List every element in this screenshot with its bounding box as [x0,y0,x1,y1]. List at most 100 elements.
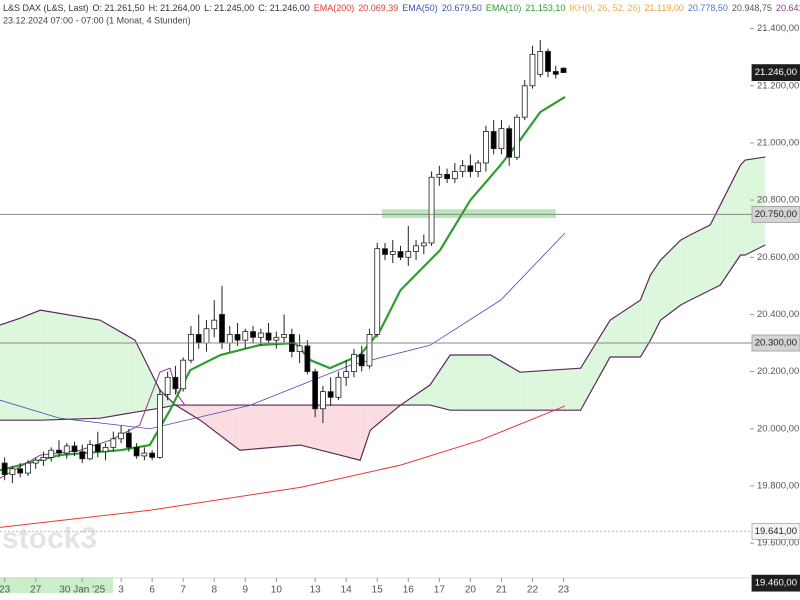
candle-body [552,71,559,75]
cloud-fill [520,368,581,411]
price-label-box [751,205,800,223]
candle-body [490,131,497,150]
candle-body [343,371,350,378]
candle-body [405,251,412,258]
candle-body [444,173,450,180]
y-tick-label: 20.000,00 [757,423,799,434]
cloud-fill [720,164,741,285]
candle-body [560,67,567,74]
cloud-fill [430,355,451,411]
candle-body [351,354,357,373]
candle-body [358,354,365,367]
candle-body [94,444,101,453]
candle-body [374,248,381,335]
candle-body [389,251,396,255]
candle-body [118,432,124,440]
x-tick-label: 6 [149,585,155,596]
candle-body [475,162,482,172]
x-tick-label: 17 [434,585,446,596]
cloud-fill [745,156,766,255]
candle-body [320,391,326,410]
candle-body [172,376,179,390]
cloud-fill [650,260,661,341]
cloud-fill [20,310,41,421]
x-tick-label: 22 [527,585,539,596]
candle-body [498,128,505,150]
x-tick-label: 8 [211,585,217,596]
price-label: 20.750,00 [755,209,797,220]
indicator-line [0,95,566,472]
y-tick-label: 20.800,00 [757,195,799,206]
subtitle: 23.12.2024 07:00 - 07:00 (1 Monat, 4 Stu… [3,15,191,25]
candle-body [428,176,435,244]
price-label: 21.246,00 [755,67,797,78]
header-item: IKH(9, 26, 52, 26) [569,3,640,13]
candle-body [164,376,171,395]
candle-body [211,319,218,330]
cloud-fill [450,355,491,411]
y-tick-label: 19.800,00 [757,480,799,491]
y-tick-label: 20.400,00 [757,309,799,320]
cloud-fill [610,300,641,358]
header-item: 20.679,50 [442,3,482,13]
header-item: H: 21.264,00 [149,3,201,13]
candle-body [451,171,458,180]
candle-body [56,449,62,454]
candle-body [1,462,8,475]
candle-body [110,438,117,448]
candle-body [32,459,39,464]
candle-body [459,165,466,172]
x-tick-label: 14 [341,585,353,596]
candle-body [265,332,272,341]
candle-body [467,165,474,172]
candle-body [537,51,544,75]
candle-body [48,449,55,458]
candle-body [79,451,86,460]
candle-body [71,445,78,453]
y-tick-label: 21.000,00 [757,137,799,148]
candle-body [250,331,256,338]
candle-body [312,371,319,410]
candle-body [397,251,404,258]
header-item: 20.641,50 [776,3,800,13]
candle-body [63,445,70,454]
range-highlight [0,577,113,593]
x-tick-label: 30 Jan '25 [59,585,105,596]
candle-body [257,332,264,338]
cloud-fill [239,405,301,451]
price-label: 19.460,00 [755,578,797,589]
header-item: 20.948,75 [732,3,772,13]
y-tick-label: 21.200,00 [757,80,799,91]
candle-body [242,331,249,341]
indicator-line [0,232,566,430]
overlay: 21.400,00 21.200,00 21.000,00 20.800,00 20.6… [0,23,800,596]
x-tick-label: 16 [403,585,415,596]
watermark: stock3 [2,522,97,555]
candle-body [335,376,342,398]
candle-body [133,446,140,457]
cloud-fill [339,405,361,461]
y-tick-label: 19.600,00 [757,538,799,549]
x-tick-label: 21 [496,585,508,596]
candle-body [521,85,528,118]
x-tick-label: 9 [243,585,249,596]
candle-body [529,53,536,87]
price-label-box [751,574,800,592]
cloud-fill [640,274,651,358]
cloud-fill [740,160,746,255]
y-tick-label: 20.600,00 [757,252,799,263]
header-item: 21.153,10 [525,3,565,13]
header-item: 20.069,39 [358,3,398,13]
indicator-line [0,405,566,528]
header-item: 20.778,50 [688,3,728,13]
candle-body [506,128,513,158]
candle-body [102,446,109,453]
candle-body [195,334,202,344]
candle-body [366,334,373,367]
x-tick-label: 15 [372,585,384,596]
price-label-box [751,523,800,540]
candle-body [545,51,551,72]
candle-body [219,314,225,344]
candle-body [141,452,148,457]
x-tick-label: 7 [180,585,186,596]
